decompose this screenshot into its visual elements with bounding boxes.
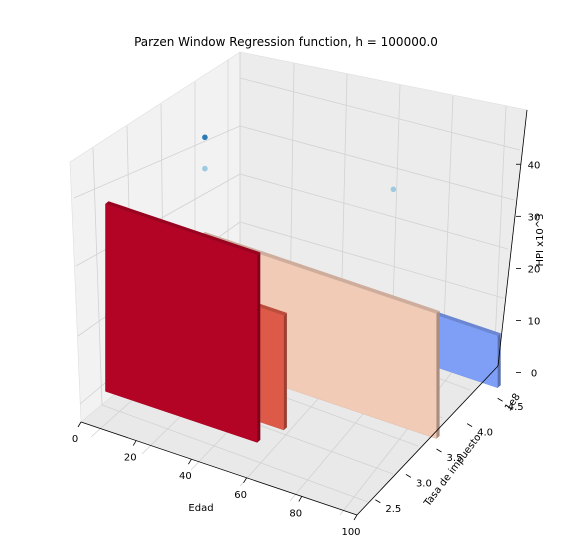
y-ticks: 2.5 3.0 3.5 4.0 4.5: [375, 397, 524, 515]
surface-slab-top-1: [201, 232, 440, 314]
scatter-point-2: [390, 186, 397, 193]
y-tick-label-4: 4.5: [508, 402, 524, 413]
surface-slab-side-0: [497, 333, 501, 388]
y-tick-label-1: 3.0: [416, 478, 432, 489]
surface-slab-side-4: [257, 252, 261, 443]
x-tick-label-1: 20: [124, 453, 137, 464]
y-tick-mark-0: [375, 499, 381, 504]
z-ticks: 0 10 20 30 40: [516, 160, 541, 380]
x-tick-label-4: 80: [289, 508, 302, 519]
z-tick-label-2: 20: [528, 264, 541, 275]
x-ticks: 0 20 40 60 80 100: [72, 421, 361, 538]
scatter-point-0: [202, 134, 208, 141]
x-axis-line: [80, 421, 358, 516]
x-tick-mark-3: [243, 477, 247, 484]
x-tick-mark-4: [298, 496, 303, 502]
z-axis-line: [497, 109, 528, 367]
y-tick-label-0: 2.5: [385, 504, 401, 515]
y-tick-label-2: 3.5: [447, 453, 463, 464]
x-tick-label-5: 100: [341, 527, 360, 538]
chart-title: Parzen Window Regression function, h = 1…: [134, 35, 438, 49]
axis-lines: [80, 109, 528, 516]
x-tick-mark-5: [353, 514, 358, 521]
x-axis-label: Edad: [188, 503, 213, 514]
scatter-layer: [202, 134, 397, 193]
y-tick-mark-4: [497, 397, 503, 402]
z-tick-label-1: 10: [528, 317, 541, 328]
z-tick-label-4: 40: [528, 160, 541, 171]
surface-slab-side-2: [283, 312, 287, 430]
z-tick-label-0: 0: [531, 369, 537, 380]
y-tick-mark-1: [405, 474, 412, 478]
x-tick-mark-2: [188, 458, 192, 465]
y-tick-label-3: 4.0: [477, 428, 493, 439]
x-tick-label-3: 60: [234, 490, 247, 501]
surface-slab-side-1: [436, 311, 440, 439]
surface-layer: [105, 201, 501, 443]
x-tick-mark-0: [77, 421, 82, 428]
x-tick-mark-1: [132, 440, 137, 446]
y-axis-line: [356, 365, 499, 516]
x-tick-label-2: 40: [179, 471, 192, 482]
y-tick-mark-3: [466, 423, 473, 427]
surface-slab-top-4: [105, 201, 261, 255]
z-tick-label-3: 30: [528, 212, 541, 223]
scatter-point-1: [202, 165, 208, 172]
z-axis-label: HPI x10^3: [535, 213, 546, 266]
x-tick-label-0: 0: [72, 434, 78, 445]
y-tick-mark-2: [436, 448, 442, 453]
